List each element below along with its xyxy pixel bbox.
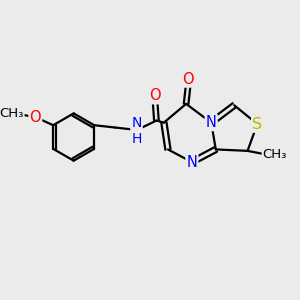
Text: N: N <box>186 154 197 169</box>
Text: CH₃: CH₃ <box>263 148 287 161</box>
Text: CH₃: CH₃ <box>0 107 24 120</box>
Text: N
H: N H <box>131 116 142 146</box>
Text: O: O <box>29 110 41 124</box>
Text: O: O <box>183 72 194 87</box>
Text: O: O <box>149 88 161 103</box>
Text: N: N <box>206 115 217 130</box>
Text: S: S <box>252 117 262 132</box>
